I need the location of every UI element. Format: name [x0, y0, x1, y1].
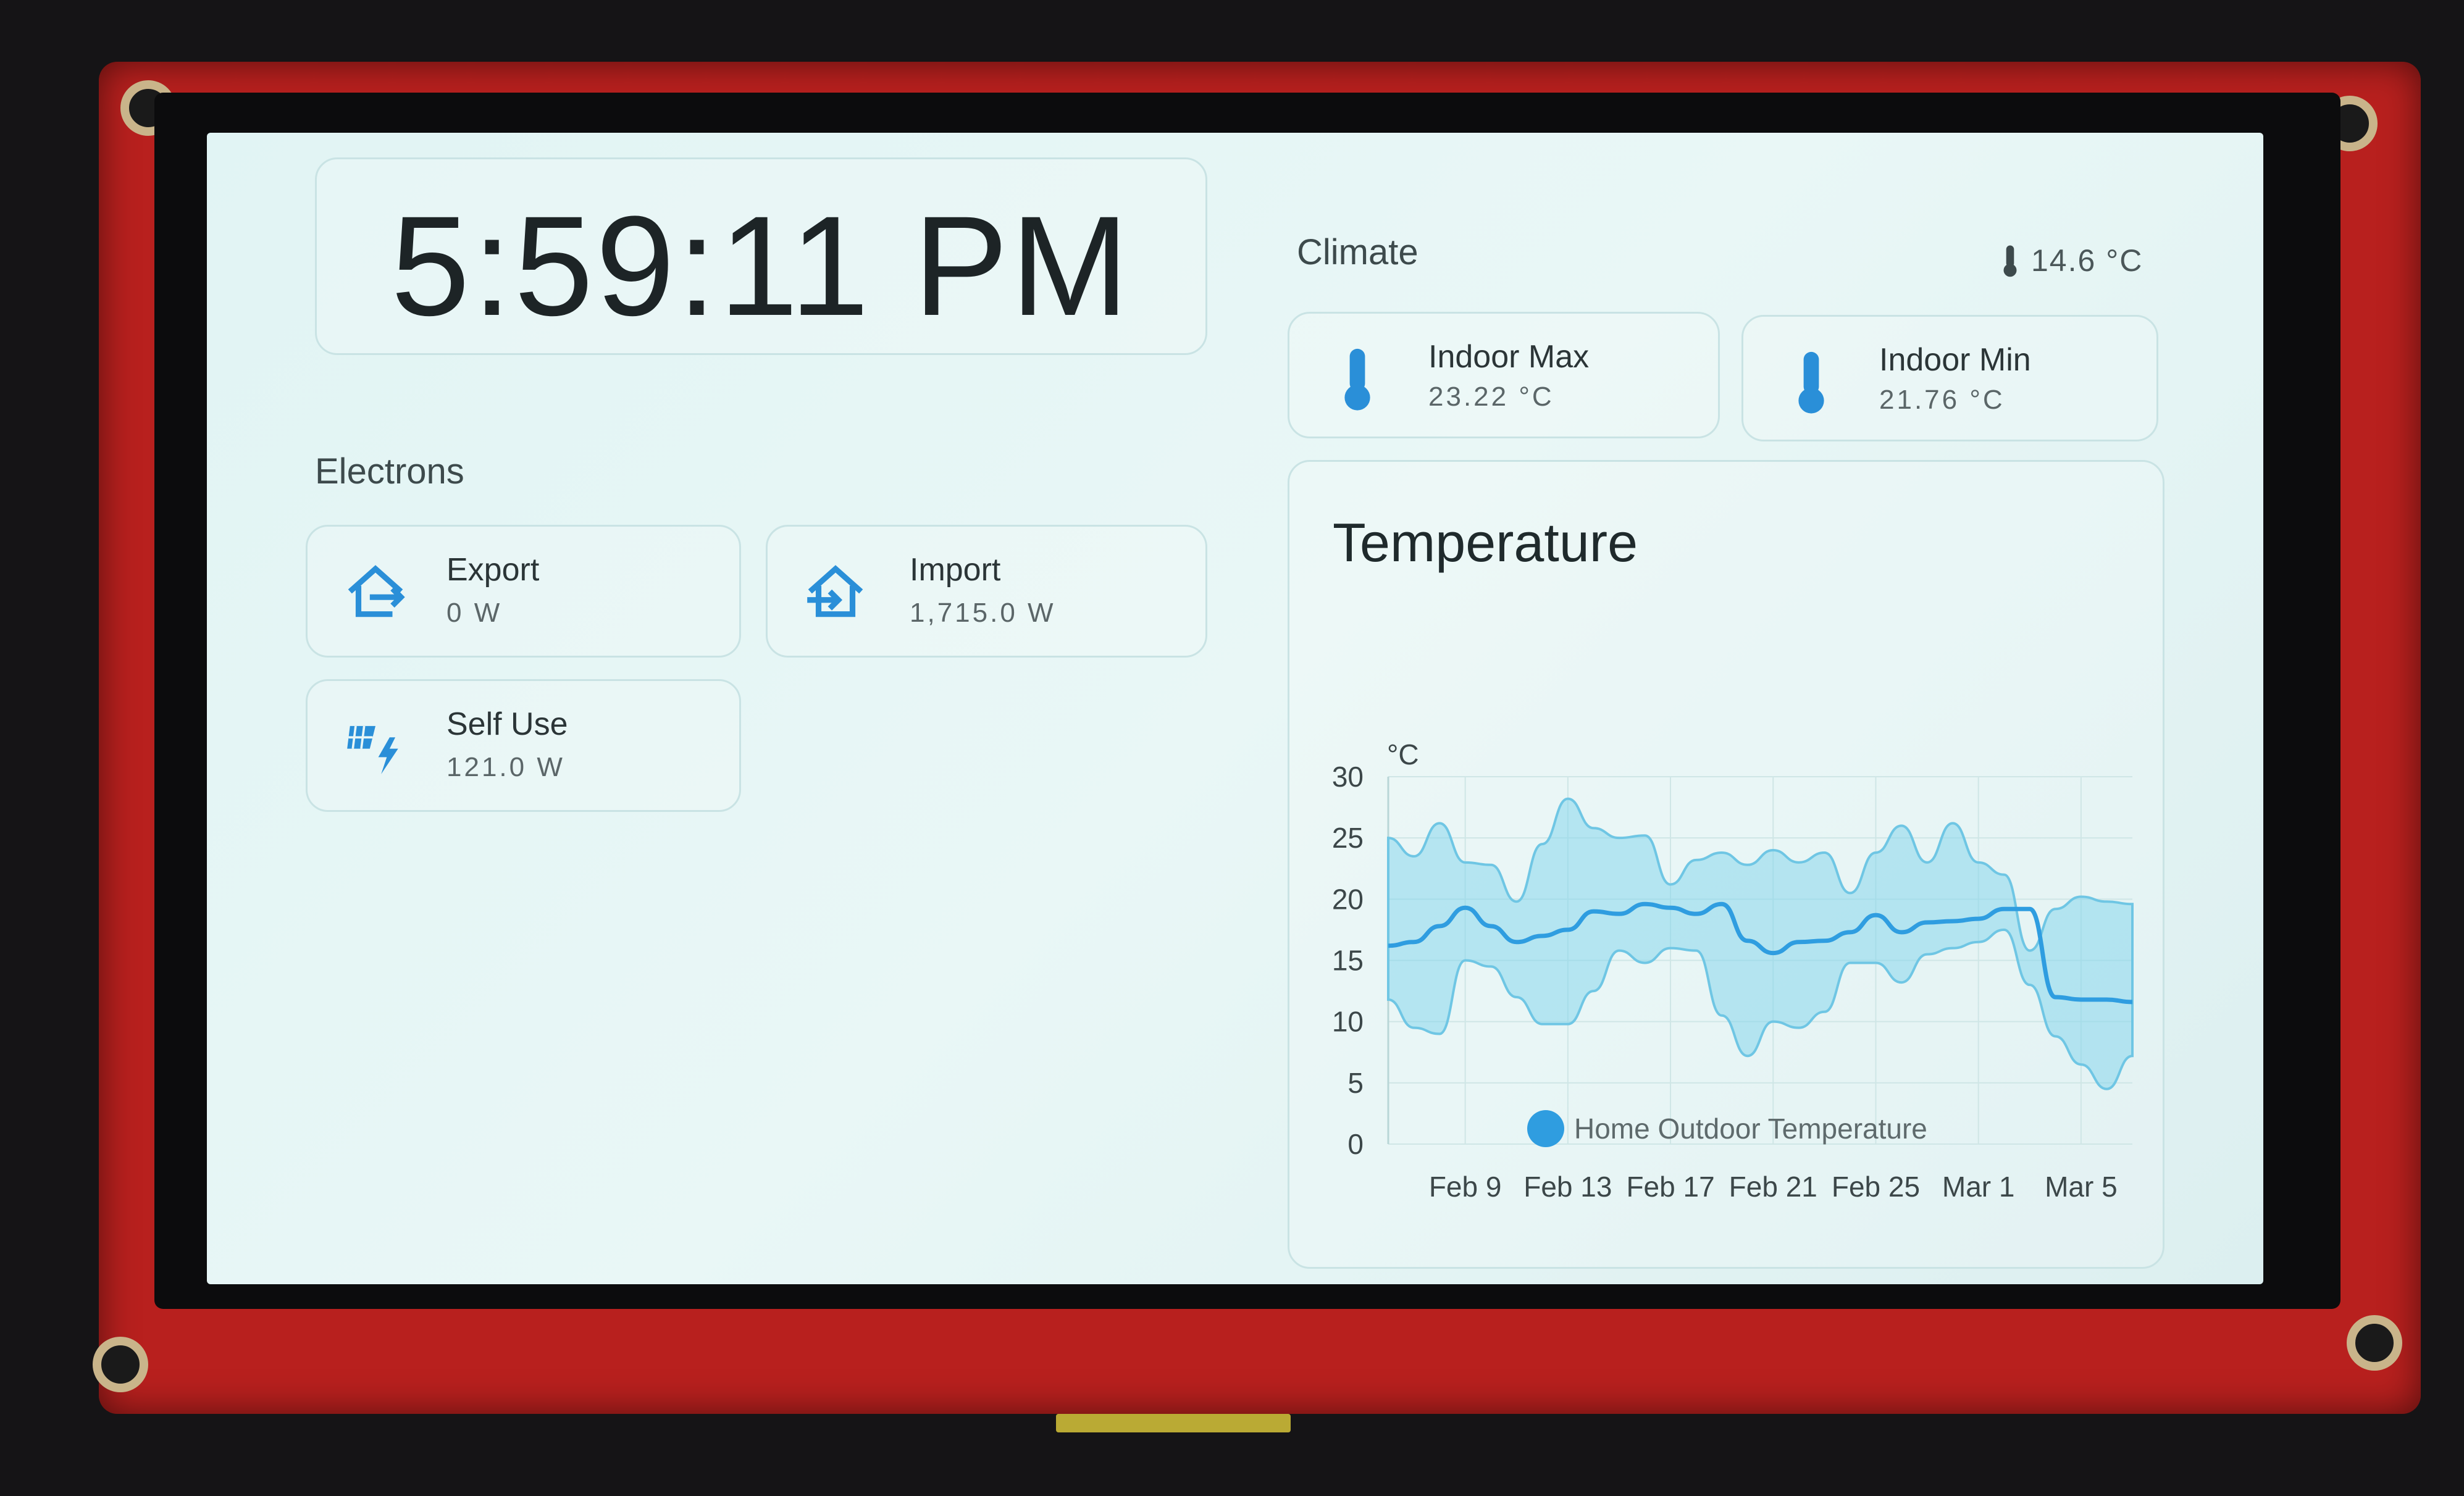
x-tick-label: Feb 25 [1832, 1171, 1920, 1203]
export-name: Export [446, 552, 540, 588]
dashboard-screen: 5:59:11 PM Electrons Export 0 W Import 1… [207, 133, 2263, 1284]
import-value: 1,715.0 W [910, 598, 1056, 628]
thermometer-icon [2003, 245, 2017, 277]
chart-title: Temperature [1333, 512, 1638, 573]
outdoor-temperature-badge: 14.6 °C [1998, 243, 2143, 278]
x-tick-label: Feb 9 [1429, 1171, 1502, 1203]
legend-swatch [1527, 1110, 1564, 1147]
clock-card: 5:59:11 PM [315, 157, 1207, 355]
outdoor-temperature-value: 14.6 °C [2031, 243, 2143, 278]
indoor-max-tile[interactable]: Indoor Max 23.22 °C [1288, 312, 1720, 438]
solar-power-icon [347, 725, 398, 774]
y-tick-label: 15 [1332, 945, 1364, 977]
home-export-icon [348, 565, 405, 617]
export-tile[interactable]: Export 0 W [306, 525, 741, 658]
clock-time: 5:59:11 PM [390, 186, 1132, 345]
x-tick-label: Feb 21 [1729, 1171, 1817, 1203]
y-tick-label: 20 [1332, 883, 1364, 915]
thermometer-icon [1344, 348, 1370, 411]
thermometer-icon [1798, 351, 1824, 414]
x-tick-label: Feb 13 [1523, 1171, 1612, 1203]
x-tick-label: Feb 17 [1626, 1171, 1714, 1203]
indoor-min-name: Indoor Min [1879, 342, 2031, 378]
y-tick-label: 25 [1332, 822, 1364, 854]
x-tick-label: Mar 1 [1942, 1171, 2015, 1203]
x-tick-label: Mar 5 [2045, 1171, 2118, 1203]
ribbon-connector [1056, 1414, 1291, 1432]
legend-label: Home Outdoor Temperature [1574, 1113, 1927, 1145]
temperature-chart[interactable]: 0 5 10 15 20 25 30 Feb 9 Feb 13 Feb 17 Feb 21 Feb … [1289, 462, 2166, 1271]
home-import-icon [807, 565, 863, 617]
temperature-range-band [1387, 797, 2134, 1090]
export-value: 0 W [446, 598, 503, 628]
indoor-max-name: Indoor Max [1428, 339, 1590, 375]
y-tick-label: 30 [1332, 761, 1364, 793]
import-tile[interactable]: Import 1,715.0 W [766, 525, 1207, 658]
y-tick-label: 0 [1347, 1128, 1364, 1160]
y-tick-label: 10 [1332, 1006, 1364, 1038]
y-axis-unit: °C [1387, 738, 1419, 771]
self-use-name: Self Use [446, 706, 568, 742]
y-tick-label: 5 [1347, 1067, 1364, 1099]
indoor-min-value: 21.76 °C [1879, 385, 2005, 415]
self-use-tile[interactable]: Self Use 121.0 W [306, 679, 741, 812]
import-name: Import [910, 552, 1001, 588]
mounting-hole [93, 1337, 148, 1392]
mounting-hole [2347, 1315, 2402, 1371]
self-use-value: 121.0 W [446, 752, 565, 782]
indoor-min-tile[interactable]: Indoor Min 21.76 °C [1741, 315, 2158, 441]
temperature-mean-line [1388, 901, 2133, 1005]
chart-legend[interactable]: Home Outdoor Temperature [1527, 1110, 1927, 1147]
temperature-chart-card[interactable]: Temperature 0 5 10 15 20 25 30 Feb 9 Feb 13 Feb … [1288, 460, 2164, 1269]
indoor-max-value: 23.22 °C [1428, 382, 1554, 412]
climate-title: Climate [1297, 232, 1418, 272]
electrons-title: Electrons [315, 451, 464, 491]
